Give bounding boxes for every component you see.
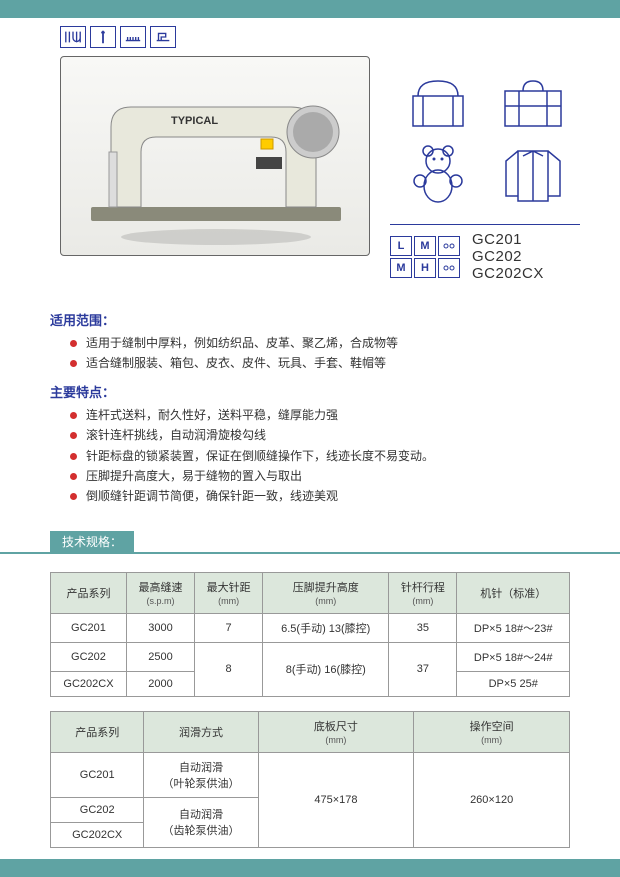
model-name: GC202CX bbox=[472, 265, 544, 282]
th: 操作空间(mm) bbox=[414, 711, 570, 752]
scope-list: 适用于缝制中厚料，例如纺织品、皮革、聚乙烯，合成物等 适合缝制服装、箱包、皮衣、… bbox=[50, 333, 570, 374]
th: 产品系列 bbox=[51, 572, 127, 613]
top-bar bbox=[0, 0, 620, 18]
list-item: 适合缝制服装、箱包、皮衣、皮件、玩具、手套、鞋帽等 bbox=[70, 353, 570, 373]
list-item: 倒顺缝针距调节简便，确保针距一致，线迹美观 bbox=[70, 486, 570, 506]
table-row: GC201 自动润滑 （叶轮泵供油） 475×178 260×120 bbox=[51, 752, 570, 797]
model-list: GC201 GC202 GC202CX bbox=[472, 231, 544, 282]
needle-icon bbox=[90, 26, 116, 48]
spec-table-2: 产品系列 润滑方式 底板尺寸(mm) 操作空间(mm) GC201 自动润滑 （… bbox=[50, 711, 570, 848]
spec-section: 产品系列 最高缝速(s.p.m) 最大针距(mm) 压脚提升高度(mm) 针杆行… bbox=[0, 552, 620, 872]
briefcase-icon bbox=[493, 66, 573, 136]
table-row: GC202 2500 8 8(手动) 16(膝控) 37 DP×5 18#～24… bbox=[51, 642, 570, 671]
th: 最大针距(mm) bbox=[195, 572, 263, 613]
list-item: 连杆式送料，耐久性好，送料平稳，缝厚能力强 bbox=[70, 405, 570, 425]
feed-icon bbox=[120, 26, 146, 48]
th: 压脚提升高度(mm) bbox=[263, 572, 389, 613]
illustration-row-2 bbox=[390, 136, 580, 206]
model-name: GC202 bbox=[472, 248, 544, 265]
spec-icon-mech2 bbox=[438, 258, 460, 278]
th: 最高缝速(s.p.m) bbox=[126, 572, 194, 613]
th: 润滑方式 bbox=[144, 711, 258, 752]
product-photo: TYPICAL bbox=[60, 56, 370, 256]
spec-title: 技术规格： bbox=[50, 531, 134, 552]
model-block: L M M H GC201 GC202 GC202CX bbox=[390, 224, 580, 282]
model-name: GC201 bbox=[472, 231, 544, 248]
list-item: 滚针连杆挑线，自动润滑旋梭勾线 bbox=[70, 425, 570, 445]
spec-icon-m: M bbox=[414, 236, 436, 256]
spec-icon-mech bbox=[438, 236, 460, 256]
spec-icon-m2: M bbox=[390, 258, 412, 278]
th: 产品系列 bbox=[51, 711, 144, 752]
feature-icon-strip bbox=[0, 18, 620, 56]
stitch-icon bbox=[60, 26, 86, 48]
bag-icon bbox=[398, 66, 478, 136]
illustration-row-1 bbox=[390, 66, 580, 136]
feat-title: 主要特点： bbox=[50, 382, 570, 401]
teddy-icon bbox=[398, 136, 478, 206]
th: 底板尺寸(mm) bbox=[258, 711, 414, 752]
feat-list: 连杆式送料，耐久性好，送料平稳，缝厚能力强 滚针连杆挑线，自动润滑旋梭勾线 针距… bbox=[50, 405, 570, 507]
spec-table-1: 产品系列 最高缝速(s.p.m) 最大针距(mm) 压脚提升高度(mm) 针杆行… bbox=[50, 572, 570, 697]
content: 适用范围： 适用于缝制中厚料，例如纺织品、皮革、聚乙烯，合成物等 适合缝制服装、… bbox=[0, 292, 620, 517]
th: 机针（标准） bbox=[457, 572, 570, 613]
list-item: 适用于缝制中厚料，例如纺织品、皮革、聚乙烯，合成物等 bbox=[70, 333, 570, 353]
th: 针杆行程(mm) bbox=[389, 572, 457, 613]
list-item: 压脚提升高度大，易于缝物的置入与取出 bbox=[70, 466, 570, 486]
scope-title: 适用范围： bbox=[50, 310, 570, 329]
hero-section: TYPICAL L M M bbox=[0, 56, 620, 292]
table-row: GC201 3000 7 6.5(手动) 13(膝控) 35 DP×5 18#～… bbox=[51, 613, 570, 642]
list-item: 针距标盘的锁紧装置，保证在倒顺缝操作下，线迹长度不易变动。 bbox=[70, 446, 570, 466]
spec-icon-l: L bbox=[390, 236, 412, 256]
jacket-icon bbox=[493, 136, 573, 206]
bottom-bar bbox=[0, 859, 620, 877]
spec-icon-h: H bbox=[414, 258, 436, 278]
brand-label: TYPICAL bbox=[171, 115, 218, 127]
machine-icon bbox=[150, 26, 176, 48]
